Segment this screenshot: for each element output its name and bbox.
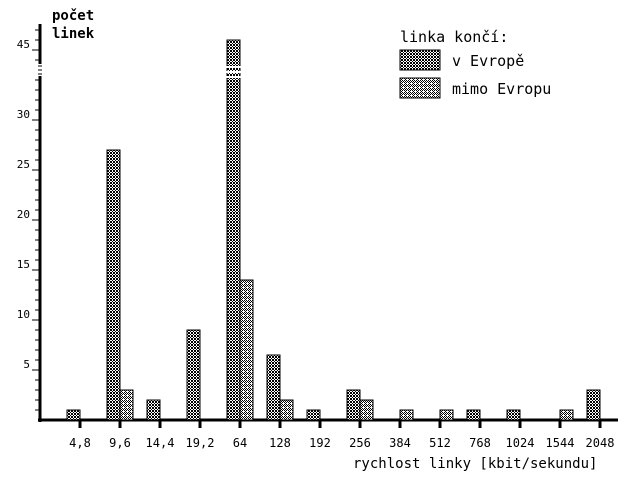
legend: linka končí: v Evropě mimo Evropu <box>399 28 551 99</box>
x-tick-label: 14,4 <box>146 436 175 450</box>
bar-outside-europe <box>439 409 454 421</box>
bar-outside-europe <box>239 279 254 421</box>
x-tick-label: 128 <box>269 436 291 450</box>
x-tick-label: 19,2 <box>186 436 215 450</box>
bar-europe <box>346 389 361 421</box>
x-tick-label: 64 <box>233 436 247 450</box>
legend-label-outside: mimo Evropu <box>452 80 551 98</box>
legend-label-europe: v Evropě <box>452 52 524 70</box>
x-tick-label: 9,6 <box>109 436 131 450</box>
x-tick-label: 192 <box>309 436 331 450</box>
bar-europe <box>186 329 201 421</box>
bars <box>66 39 601 421</box>
x-tick-label: 512 <box>429 436 451 450</box>
x-tick-label: 768 <box>469 436 491 450</box>
bar-break-gap <box>226 66 241 68</box>
bar-outside-europe <box>399 409 414 421</box>
bar-break-gap <box>226 71 241 73</box>
legend-swatch-europe <box>399 49 441 71</box>
y-tick-label: 25 <box>17 158 30 171</box>
x-tick-label: 1024 <box>506 436 535 450</box>
bar-break-gap <box>226 76 241 78</box>
bar-europe <box>66 409 81 421</box>
bar-europe <box>586 389 601 421</box>
y-tick-label: 5 <box>23 358 30 371</box>
bar-europe <box>226 39 241 421</box>
bar-outside-europe <box>119 389 134 421</box>
x-tick-labels: 4,8 9,6 14,4 19,2 64 128 192 256 384 512 768 1024 15… <box>69 420 614 450</box>
y-tick-label: 45 <box>17 38 30 51</box>
y-tick-label: 20 <box>17 208 30 221</box>
bar-europe <box>146 399 161 421</box>
y-axis-title-line-2: linek <box>52 26 95 42</box>
x-tick-label: 384 <box>389 436 411 450</box>
bar-europe <box>506 409 521 421</box>
y-tick-label: 15 <box>17 258 30 271</box>
bar-outside-europe <box>359 399 374 421</box>
x-tick-label: 2048 <box>586 436 615 450</box>
bar-europe <box>306 409 321 421</box>
bar-europe <box>106 149 121 421</box>
y-ticks: 5 10 15 20 25 30 45 <box>17 29 40 411</box>
y-tick-label: 10 <box>17 308 30 321</box>
x-tick-label: 256 <box>349 436 371 450</box>
bar-europe <box>266 354 281 421</box>
legend-swatch-outside <box>399 77 441 99</box>
bar-outside-europe <box>559 409 574 421</box>
x-axis-title: rychlost linky [kbit/sekundu] <box>353 456 597 472</box>
y-tick-label: 30 <box>17 108 30 121</box>
bar-europe <box>466 409 481 421</box>
legend-title: linka končí: <box>400 28 508 46</box>
bar-outside-europe <box>279 399 294 421</box>
x-tick-label: 1544 <box>546 436 575 450</box>
y-axis-title-line-1: počet <box>52 8 94 24</box>
x-tick-label: 4,8 <box>69 436 91 450</box>
